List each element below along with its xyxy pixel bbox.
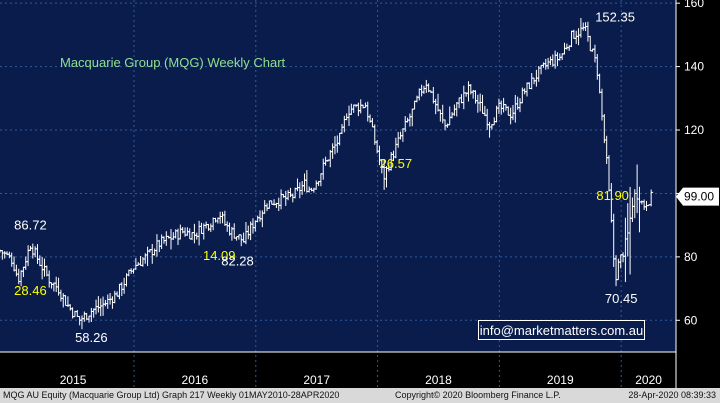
x-tick-label: 2017 — [303, 373, 330, 387]
x-tick-label: 2018 — [425, 373, 452, 387]
price-annotation: 152.35 — [595, 9, 635, 24]
y-tick-label: 140 — [684, 60, 704, 74]
price-annotation: 81.90 — [596, 188, 629, 203]
last-price-marker — [676, 187, 719, 206]
footer-security-info: MQG AU Equity (Macquarie Group Ltd) Grap… — [3, 390, 340, 400]
y-tick-label: 80 — [684, 250, 698, 264]
y-tick-label: 60 — [684, 313, 698, 327]
chart-footer: MQG AU Equity (Macquarie Group Ltd) Grap… — [0, 388, 720, 403]
price-annotation: 70.45 — [605, 291, 638, 306]
contact-email: info@marketmatters.com.au — [479, 323, 644, 338]
plot-area — [0, 0, 676, 352]
y-tick-label: 160 — [684, 0, 704, 10]
footer-timestamp: 28-Apr-2020 08:39:33 — [628, 390, 716, 400]
x-tick-label: 2020 — [635, 373, 662, 387]
price-annotation: 82.28 — [221, 254, 254, 269]
y-tick-label: 120 — [684, 123, 704, 137]
x-tick-label: 2015 — [60, 373, 87, 387]
price-annotation: 26.57 — [380, 156, 413, 171]
x-tick-label: 2019 — [547, 373, 574, 387]
footer-copyright: Copyright© 2020 Bloomberg Finance L.P. — [395, 390, 561, 400]
last-price-label: 99.00 — [684, 190, 714, 204]
price-annotation: 86.72 — [14, 218, 47, 233]
x-axis-band — [0, 352, 676, 388]
price-annotation: 28.46 — [14, 283, 47, 298]
price-annotation: 58.26 — [75, 330, 108, 345]
x-tick-label: 2016 — [182, 373, 209, 387]
weekly-price-chart: 6080100120140160201520162017201820192020… — [0, 0, 720, 388]
chart-title: Macquarie Group (MQG) Weekly Chart — [60, 55, 286, 70]
contact-email-box: info@marketmatters.com.au — [478, 320, 645, 340]
price-annotation: 14.09 — [203, 248, 236, 263]
